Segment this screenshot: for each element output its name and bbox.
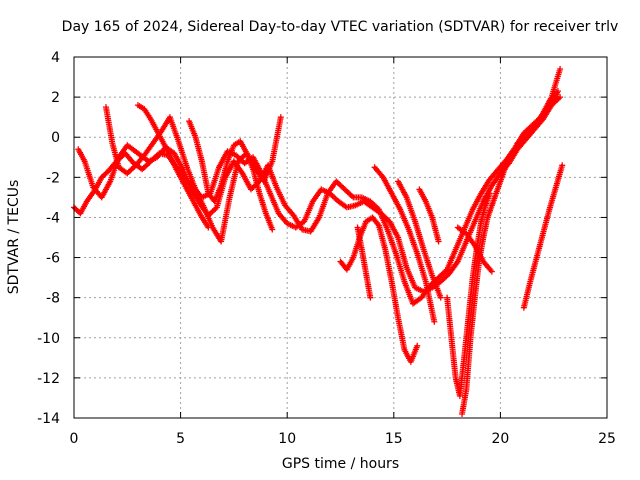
x-tick-label: 25 [598,431,616,447]
data-point [505,158,512,165]
data-point [435,238,442,245]
series-5 [186,118,276,233]
x-tick-label: 0 [70,431,79,447]
x-tick-label: 10 [278,431,296,447]
y-tick-label: 2 [51,90,60,106]
data-point [488,268,495,275]
x-tick-label: 15 [385,431,403,447]
data-point [437,294,444,301]
data-point [414,342,421,349]
data-point [486,190,493,197]
series-7 [354,224,374,301]
y-tick-label: -14 [37,411,60,427]
series-13 [454,224,495,275]
x-tick-label: 5 [176,431,185,447]
series-10 [416,186,442,245]
series-14 [520,162,566,311]
y-tick-label: -12 [37,371,60,387]
x-tick-label: 20 [491,431,509,447]
data-point [374,221,381,228]
series-9 [395,178,444,301]
data-point [559,162,566,169]
series-6 [337,214,421,365]
data-point [431,318,438,325]
chart-title: Day 165 of 2024, Sidereal Day-to-day VTE… [61,19,619,35]
y-tick-label: -6 [46,251,60,267]
y-tick-label: -10 [37,331,60,347]
chart-marks [71,66,566,417]
y-tick-label: -2 [46,170,60,186]
data-point [269,226,276,233]
y-tick-label: 0 [51,130,60,146]
chart-axes: 0 5 10 15 20 25 -14 -12 -10 -8 -6 -4 -2 0 2 4 [37,50,616,447]
chart-grid [74,57,607,418]
series-8 [371,164,438,325]
data-point [277,114,284,121]
y-tick-label: -4 [46,210,60,226]
data-point [557,94,564,101]
y-tick-label: 4 [51,50,60,66]
series-15 [514,66,564,147]
data-point [557,66,564,73]
y-tick-label: -8 [46,291,60,307]
data-point [205,224,212,231]
series-4 [134,102,212,231]
plot-frame [73,56,608,419]
x-axis-label: GPS time / hours [281,456,400,472]
data-point [367,294,374,301]
series-12 [459,158,512,417]
